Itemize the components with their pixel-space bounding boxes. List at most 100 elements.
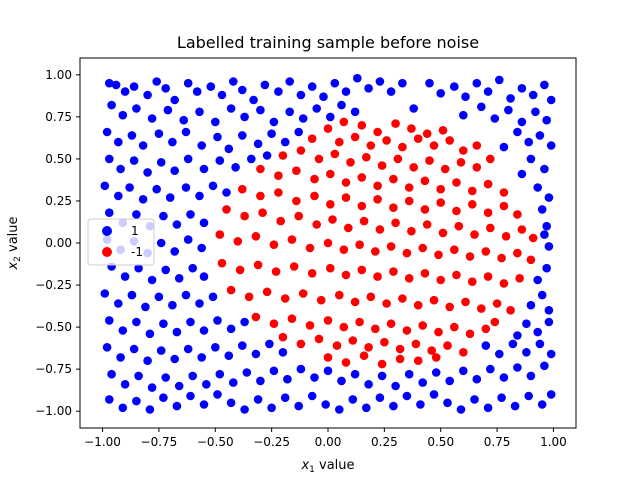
data-point-series-1-3 xyxy=(129,82,139,91)
x-tick-label-2: −0.50 xyxy=(197,435,234,449)
data-point-series-1-147 xyxy=(154,292,164,302)
data-point-series-neg1-134 xyxy=(366,292,376,302)
data-point-series-1-151 xyxy=(208,292,218,302)
data-point-series-1-57 xyxy=(350,107,360,117)
data-point-series-1-227 xyxy=(159,393,168,403)
data-point-series-neg1-26 xyxy=(393,154,403,164)
data-point-series-neg1-108 xyxy=(235,265,245,275)
data-point-series-1-245 xyxy=(402,391,412,401)
data-point-series-1-170 xyxy=(102,343,112,352)
x-tick-label-0: −1.00 xyxy=(84,435,121,449)
data-point-series-1-233 xyxy=(240,405,249,414)
data-point-series-neg1-122 xyxy=(468,277,477,287)
data-point-series-neg1-4 xyxy=(391,119,400,128)
x-tick-label-3: −0.25 xyxy=(253,435,290,449)
data-point-series-1-216 xyxy=(459,366,468,376)
y-tick-label-5: 0.25 xyxy=(45,194,72,208)
data-point-series-neg1-105 xyxy=(513,248,522,258)
data-point-series-1-92 xyxy=(183,154,193,164)
data-point-series-neg1-47 xyxy=(483,179,493,189)
data-point-series-1-240 xyxy=(335,405,344,414)
data-point-series-1-46 xyxy=(195,107,204,117)
data-point-series-neg1-23 xyxy=(346,158,355,167)
data-point-series-1-255 xyxy=(537,400,547,409)
data-point-series-neg1-173 xyxy=(341,358,351,367)
data-point-series-1-37 xyxy=(528,90,538,100)
data-point-series-1-114 xyxy=(105,208,114,217)
x-axis-title: x1 value xyxy=(300,458,354,475)
data-point-series-1-241 xyxy=(348,395,358,404)
data-point-series-1-0 xyxy=(105,78,114,88)
data-point-series-1-85 xyxy=(499,142,509,152)
data-point-series-1-33 xyxy=(483,87,493,96)
data-point-series-1-83 xyxy=(535,131,545,140)
data-point-series-1-232 xyxy=(226,398,236,408)
data-point-series-1-105 xyxy=(152,184,161,194)
data-point-series-neg1-176 xyxy=(395,354,405,364)
data-point-series-1-181 xyxy=(251,349,261,359)
data-point-series-1-100 xyxy=(517,169,527,179)
data-point-series-1-54 xyxy=(312,104,322,113)
data-point-series-neg1-44 xyxy=(436,184,446,194)
data-point-series-1-131 xyxy=(544,242,554,251)
data-point-series-1-70 xyxy=(154,129,164,138)
data-point-series-neg1-139 xyxy=(445,302,455,312)
data-point-series-neg1-168 xyxy=(411,339,421,349)
data-point-series-1-179 xyxy=(224,351,234,361)
data-point-series-neg1-81 xyxy=(454,221,464,231)
data-point-series-1-246 xyxy=(416,400,425,409)
data-point-series-1-45 xyxy=(179,115,188,125)
data-point-series-neg1-54 xyxy=(326,200,335,209)
data-point-series-1-59 xyxy=(459,110,468,120)
data-point-series-neg1-56 xyxy=(357,201,367,211)
data-point-series-neg1-149 xyxy=(339,322,349,332)
data-point-series-1-214 xyxy=(431,368,441,377)
data-point-series-neg1-125 xyxy=(515,274,524,283)
y-axis-ticks: −1.00 −0.75 −0.50 −0.25 0.00 0.25 0.50 0.75 1.00 xyxy=(35,68,80,418)
data-point-series-1-110 xyxy=(222,188,231,197)
data-point-series-1-116 xyxy=(132,210,141,219)
data-point-series-1-93 xyxy=(199,164,209,174)
data-point-series-neg1-100 xyxy=(434,250,443,260)
data-point-series-neg1-114 xyxy=(341,270,351,280)
data-point-series-1-11 xyxy=(217,90,227,100)
y-axis-title-suffix: value xyxy=(6,216,21,256)
data-point-series-1-234 xyxy=(253,395,263,404)
data-point-series-neg1-6 xyxy=(422,129,432,138)
data-point-series-1-165 xyxy=(240,317,249,327)
data-point-series-neg1-130 xyxy=(298,289,308,298)
data-point-series-neg1-161 xyxy=(296,339,306,349)
data-point-series-1-244 xyxy=(389,401,398,411)
data-point-series-1-167 xyxy=(533,327,542,337)
data-point-series-neg1-151 xyxy=(371,324,380,334)
data-point-series-1-155 xyxy=(105,316,114,325)
data-point-series-neg1-24 xyxy=(362,152,371,162)
data-point-series-1-97 xyxy=(262,151,272,160)
y-tick-label-6: 0.50 xyxy=(45,152,72,166)
data-point-series-1-94 xyxy=(215,156,225,165)
data-point-series-1-80 xyxy=(294,127,304,137)
data-point-series-1-192 xyxy=(134,371,143,381)
data-point-series-neg1-63 xyxy=(468,200,477,209)
data-point-series-1-82 xyxy=(524,137,533,147)
data-point-series-neg1-96 xyxy=(371,247,380,256)
data-point-series-1-224 xyxy=(118,403,128,413)
data-point-series-1-47 xyxy=(211,117,220,127)
data-point-series-1-84 xyxy=(546,141,556,150)
data-point-series-neg1-43 xyxy=(420,176,430,186)
data-point-series-1-102 xyxy=(114,191,123,201)
data-point-series-neg1-86 xyxy=(528,233,538,243)
data-point-series-1-190 xyxy=(107,369,116,379)
data-point-series-1-221 xyxy=(526,371,536,381)
y-axis-title-sub: 2 xyxy=(13,256,23,262)
data-point-series-neg1-78 xyxy=(407,226,416,236)
data-point-series-neg1-5 xyxy=(407,124,416,133)
data-point-series-neg1-142 xyxy=(492,299,502,308)
data-point-series-neg1-32 xyxy=(486,154,495,164)
data-point-series-1-88 xyxy=(129,156,139,165)
data-point-series-1-204 xyxy=(296,364,306,374)
data-point-series-1-6 xyxy=(161,84,170,93)
x-axis-title-var: x xyxy=(300,458,309,473)
data-point-series-1-200 xyxy=(242,368,252,377)
data-point-series-1-191 xyxy=(120,380,130,389)
